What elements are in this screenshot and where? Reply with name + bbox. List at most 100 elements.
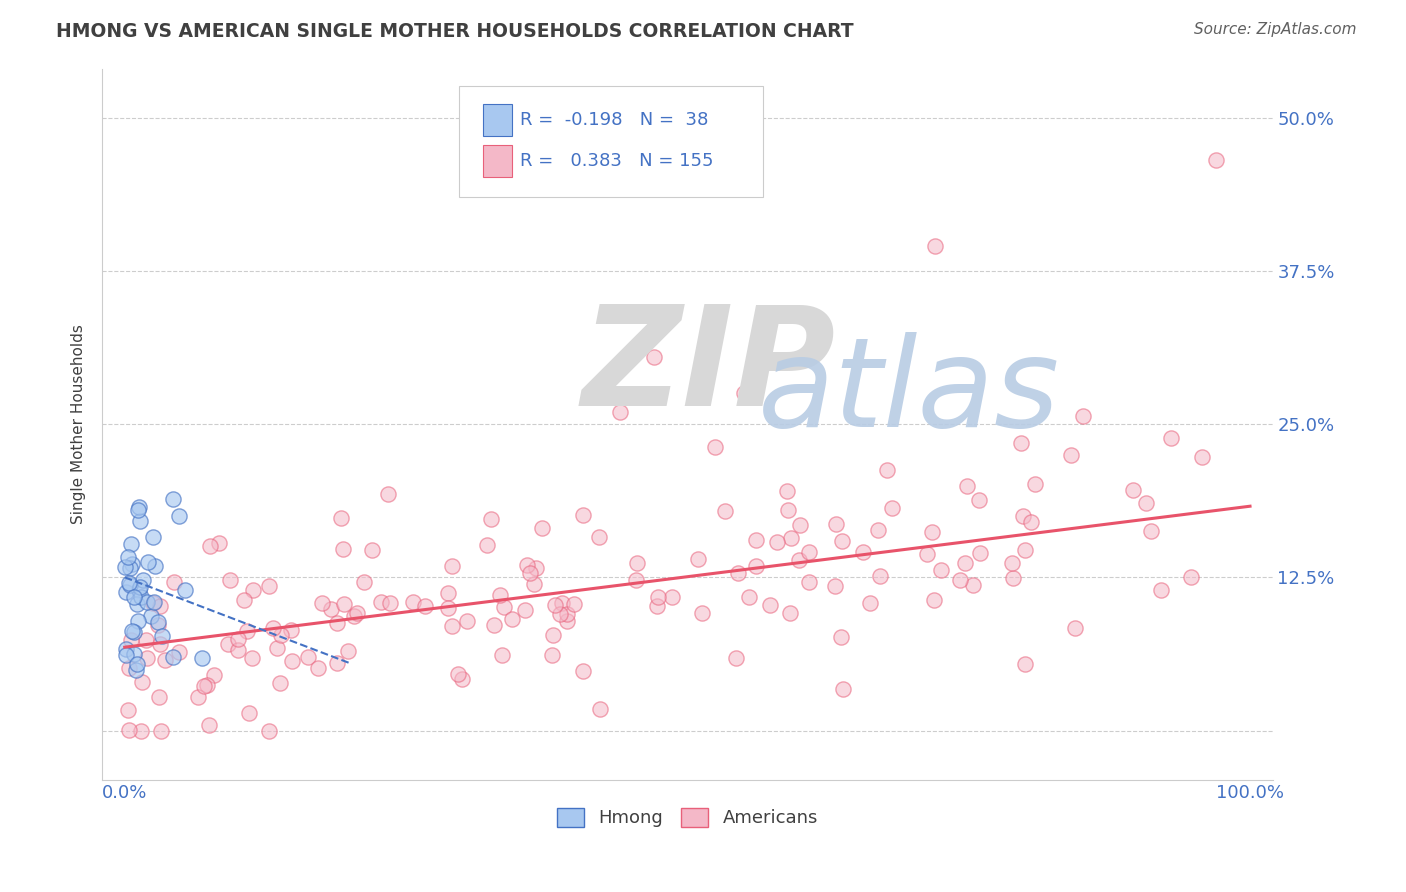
Legend: Hmong, Americans: Hmong, Americans <box>550 801 825 835</box>
Point <box>811 325 834 339</box>
Point <box>1001 556 1024 570</box>
Point <box>1180 570 1202 584</box>
Point <box>727 566 749 580</box>
Point <box>866 523 889 537</box>
Point <box>824 579 846 593</box>
Point <box>869 569 891 583</box>
Point <box>257 723 280 738</box>
Point <box>776 483 799 498</box>
Point <box>146 617 169 632</box>
Point <box>136 650 159 665</box>
Point <box>922 593 945 607</box>
Point <box>139 608 162 623</box>
Point <box>240 651 263 665</box>
Point <box>1160 431 1182 445</box>
Point <box>346 606 368 620</box>
Point <box>1059 448 1081 462</box>
Point <box>564 597 586 611</box>
Point <box>217 637 239 651</box>
Point <box>451 672 474 686</box>
Point <box>572 664 595 678</box>
Point <box>643 350 665 364</box>
Point <box>789 517 811 532</box>
Point <box>122 625 145 640</box>
Point <box>447 667 470 681</box>
Point <box>852 545 875 559</box>
Point <box>162 650 184 665</box>
Point <box>333 597 356 611</box>
Point <box>193 679 215 693</box>
Point <box>269 676 291 690</box>
Bar <box>482 104 512 136</box>
Text: atlas: atlas <box>758 332 1060 452</box>
Point <box>257 579 280 593</box>
Point <box>555 615 578 629</box>
Point <box>162 575 184 590</box>
Point <box>437 586 460 600</box>
Point <box>120 536 142 550</box>
Point <box>440 558 463 573</box>
Point <box>117 703 139 717</box>
Point <box>766 535 789 549</box>
Point <box>859 596 882 610</box>
Point <box>745 558 768 573</box>
Point <box>825 516 848 531</box>
Point <box>778 503 800 517</box>
Point <box>969 492 991 507</box>
Point <box>437 601 460 615</box>
Point <box>830 630 852 644</box>
Point <box>745 533 768 547</box>
Text: HMONG VS AMERICAN SINGLE MOTHER HOUSEHOLDS CORRELATION CHART: HMONG VS AMERICAN SINGLE MOTHER HOUSEHOL… <box>56 22 853 41</box>
Point <box>661 591 683 605</box>
Point <box>242 583 264 598</box>
Point <box>120 633 142 648</box>
Point <box>733 386 755 401</box>
Point <box>441 619 464 633</box>
Point <box>129 723 152 738</box>
Point <box>949 574 972 588</box>
Point <box>131 675 153 690</box>
Point <box>882 501 904 516</box>
Point <box>118 560 141 574</box>
Point <box>402 595 425 609</box>
Point <box>174 582 197 597</box>
Point <box>531 521 554 535</box>
Point <box>1010 435 1032 450</box>
Point <box>962 578 984 592</box>
Point <box>589 702 612 716</box>
Point <box>690 606 713 620</box>
Point <box>1071 409 1094 423</box>
Point <box>125 598 148 612</box>
Bar <box>482 145 512 177</box>
Point <box>1001 571 1024 585</box>
Point <box>198 718 221 732</box>
Point <box>311 596 333 610</box>
Point <box>122 591 145 605</box>
Point <box>202 668 225 682</box>
Point <box>931 563 953 577</box>
Point <box>917 547 939 561</box>
Point <box>626 556 648 570</box>
Point <box>330 511 353 525</box>
Point <box>200 539 222 553</box>
Point <box>787 553 810 567</box>
Point <box>1150 582 1173 597</box>
Point <box>456 614 478 628</box>
Point <box>235 624 257 638</box>
Point <box>759 598 782 612</box>
Point <box>219 574 242 588</box>
Point <box>118 578 141 592</box>
Point <box>714 504 737 518</box>
Point <box>551 596 574 610</box>
Point <box>475 538 498 552</box>
Point <box>738 591 761 605</box>
Point <box>127 614 149 628</box>
Point <box>541 648 564 662</box>
Point <box>353 574 375 589</box>
Point <box>149 599 172 613</box>
Point <box>588 530 610 544</box>
Point <box>571 508 593 522</box>
Point <box>128 583 150 598</box>
Point <box>195 678 218 692</box>
Point <box>207 536 229 550</box>
